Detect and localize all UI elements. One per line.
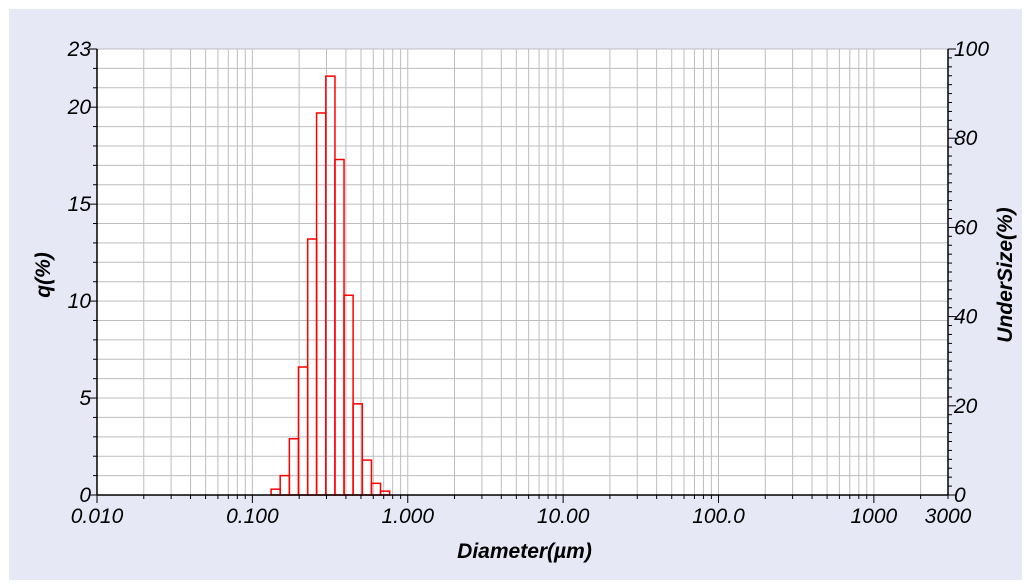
- plot-area: [97, 49, 948, 495]
- x-axis-label: Diameter(µm): [457, 540, 592, 563]
- y2-axis-label: UnderSize(%): [994, 207, 1017, 342]
- y2-tick-label: 40: [954, 306, 978, 329]
- y-tick-label: 20: [67, 96, 92, 119]
- y2-tick-labels: 0 20 40 60 80 100: [953, 38, 989, 507]
- y-tick-label: 0: [79, 484, 91, 507]
- x-tick-label: 10.00: [537, 505, 590, 528]
- y-tick-label: 23: [67, 38, 92, 61]
- y-tick-label: 5: [79, 387, 91, 410]
- x-tick-labels: 0.010 0.100 1.000 10.00 100.0 1000 3000: [71, 505, 972, 528]
- y-tick-label: 10: [68, 290, 92, 313]
- y2-tick-label: 80: [954, 127, 978, 150]
- x-tick-label: 1000: [851, 505, 898, 528]
- y-tick-labels: 0 5 10 15 20 23: [67, 38, 92, 507]
- x-tick-label: 0.010: [71, 505, 124, 528]
- axes: [89, 48, 956, 503]
- x-tick-label: 0.100: [226, 505, 279, 528]
- y-tick-label: 15: [68, 193, 92, 216]
- y2-tick-label: 60: [954, 216, 978, 239]
- y-axis-label: q(%): [32, 252, 55, 298]
- x-tick-label: 1.000: [381, 505, 434, 528]
- y2-tick-label: 100: [954, 38, 989, 61]
- x-tick-label: 100.0: [692, 505, 745, 528]
- y2-tick-label: 0: [954, 484, 966, 507]
- x-tick-label: 3000: [925, 505, 972, 528]
- y2-tick-label: 20: [953, 395, 978, 418]
